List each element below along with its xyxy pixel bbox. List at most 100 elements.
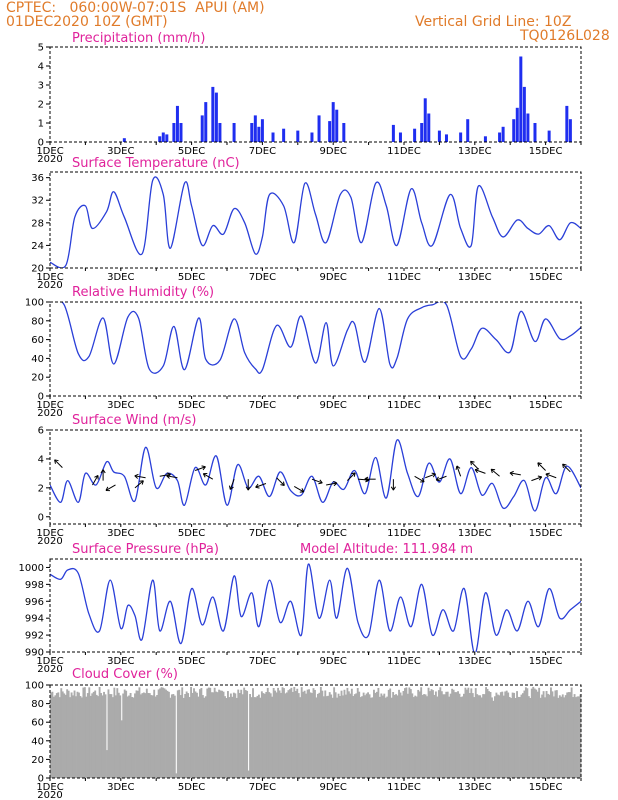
cloud-bar — [120, 720, 123, 778]
cloud-bar — [287, 690, 290, 778]
cloud-bar — [412, 697, 415, 778]
cloud-bar — [461, 696, 464, 778]
cloud-bar — [324, 690, 327, 778]
precip-bar — [218, 123, 222, 142]
cloud-bar — [526, 688, 529, 778]
precip-bar — [200, 115, 204, 142]
precip-bar — [427, 113, 431, 142]
cloud-bar — [172, 694, 175, 778]
cloud-bar — [110, 694, 113, 778]
cloud-bar — [215, 691, 218, 778]
panel-title: Surface Pressure (hPa) — [72, 542, 219, 557]
cloud-bar — [191, 692, 194, 778]
cloud-bar — [207, 687, 210, 778]
wind-arrow-head — [420, 478, 425, 483]
cloud-bar — [67, 690, 70, 778]
cloud-bar — [159, 688, 162, 778]
cloud-bar — [386, 696, 389, 778]
panel-title: Surface Wind (m/s) — [72, 413, 196, 428]
cloud-bar — [570, 687, 573, 778]
cloud-bar — [340, 690, 343, 778]
cloud-bar — [415, 696, 418, 778]
x-tick-label: 15DEC — [529, 272, 563, 283]
cloud-bar — [141, 693, 144, 778]
x-tick-label: 13DEC — [458, 782, 492, 793]
precip-bar — [459, 132, 463, 142]
cloud-bar — [166, 690, 169, 778]
cloud-bar — [396, 695, 399, 778]
cloud-bar — [263, 693, 266, 778]
wind-arrow — [425, 473, 436, 479]
cloud-bar — [575, 697, 577, 778]
cloud-bar — [243, 687, 246, 778]
y-tick-label: 994 — [25, 614, 44, 625]
cloud-bar — [241, 694, 244, 778]
cloud-bar — [63, 693, 66, 778]
cloud-bar — [281, 687, 284, 778]
y-tick-label: 3 — [38, 81, 44, 92]
precip-bar — [522, 86, 526, 142]
cloud-bar — [117, 692, 120, 778]
y-tick-label: 28 — [31, 218, 44, 229]
year-label: 2020 — [37, 408, 62, 419]
wind-arrow — [490, 468, 500, 477]
wind-arrow — [194, 466, 206, 471]
cloud-bar — [266, 687, 269, 778]
cloud-bar — [552, 696, 555, 778]
cloud-bar — [468, 692, 471, 778]
cloud-bar — [76, 691, 79, 778]
precip-bar — [413, 128, 417, 142]
y-tick-label: 0 — [38, 392, 44, 403]
cloud-bar — [358, 691, 361, 778]
cloud-bar — [536, 691, 539, 778]
cloud-bar — [538, 687, 541, 778]
cloud-bar — [50, 692, 52, 778]
cloud-bar — [162, 687, 164, 778]
y-tick-label: 60 — [31, 335, 44, 346]
cloud-bar — [116, 688, 119, 778]
cloud-bar — [443, 694, 446, 778]
cloud-bar — [328, 692, 331, 778]
cloud-bar — [221, 690, 223, 778]
panel-1 — [46, 46, 582, 145]
cloud-bar — [362, 692, 365, 778]
cloud-bar — [346, 687, 349, 778]
cloud-bar — [128, 695, 131, 778]
cloud-bar — [550, 687, 552, 778]
cloud-bar — [457, 691, 459, 778]
cloud-bar — [160, 687, 163, 778]
cloud-bar — [135, 690, 138, 778]
precip-bar — [547, 130, 551, 142]
cloud-bar — [52, 696, 55, 778]
cloud-bar — [106, 750, 108, 778]
wind-arrow — [294, 485, 305, 493]
cloud-bar — [315, 697, 318, 778]
precip-bar — [165, 134, 169, 142]
cloud-bar — [529, 697, 532, 778]
cloud-bar — [98, 687, 101, 778]
x-tick-label: 5DEC — [178, 400, 205, 411]
cloud-bar — [572, 697, 575, 778]
cloud-bar — [237, 689, 240, 778]
wind-arrow-head — [509, 470, 514, 476]
panel-frame — [49, 46, 582, 143]
cloud-bar — [216, 692, 219, 778]
cloud-bar — [169, 697, 172, 778]
wind-arrow-head — [299, 488, 305, 493]
cloud-bar — [361, 696, 364, 778]
cloud-bar — [384, 697, 387, 778]
year-label: 2020 — [37, 154, 62, 165]
wind-arrow — [166, 475, 178, 479]
precip-bar — [483, 136, 487, 142]
cloud-bar — [69, 697, 72, 778]
x-tick-label: 11DEC — [387, 400, 421, 411]
cloud-bar — [185, 691, 188, 778]
cloud-bar — [510, 698, 513, 778]
cloud-bar — [176, 690, 179, 778]
cloud-bar — [119, 695, 122, 778]
cloud-bar — [300, 687, 303, 778]
cloud-bar — [57, 692, 60, 778]
cloud-bar — [390, 697, 393, 778]
cloud-bar — [355, 693, 358, 778]
